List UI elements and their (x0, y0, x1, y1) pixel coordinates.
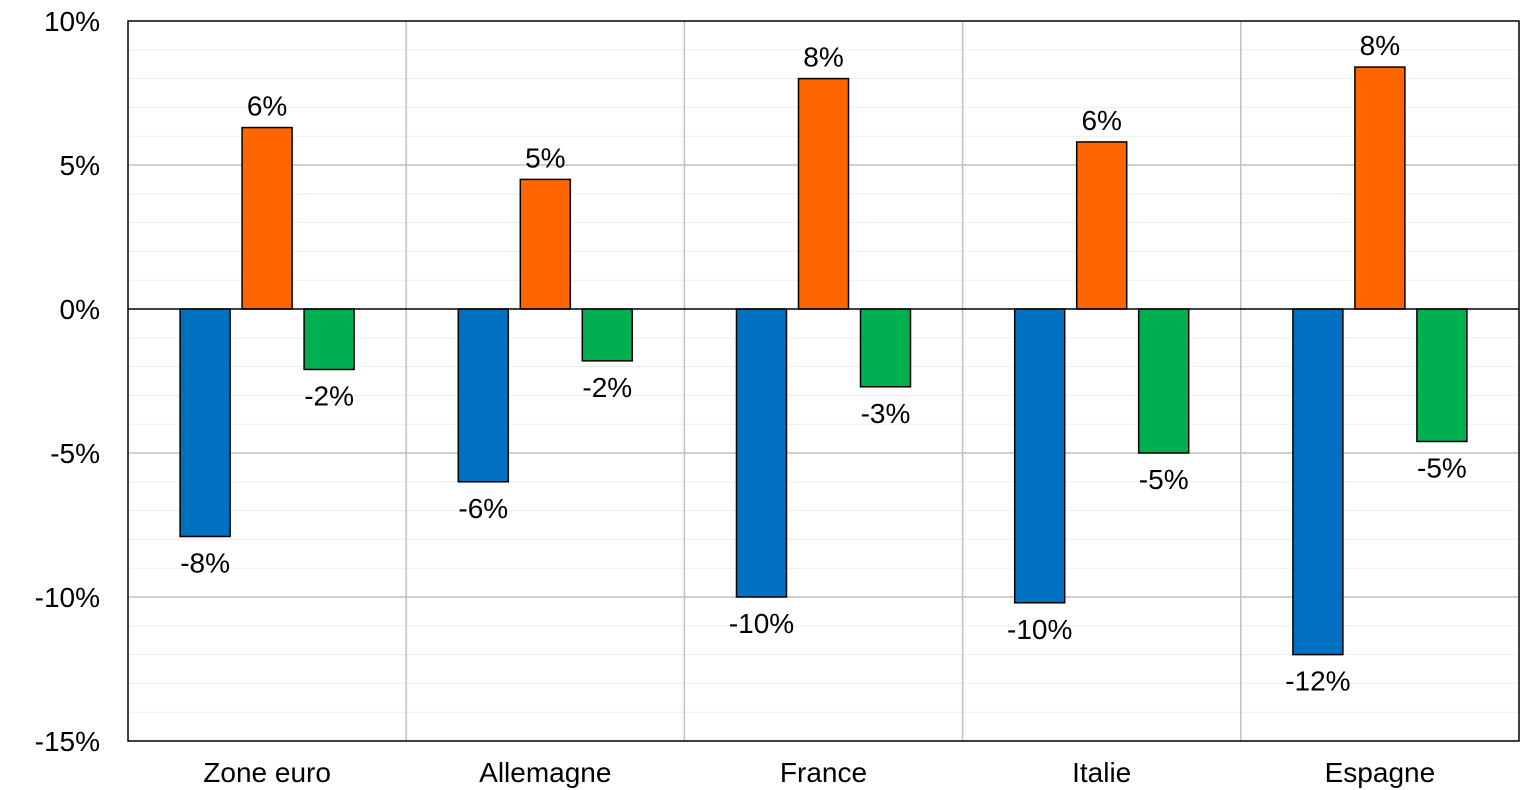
bar (735, 308, 788, 598)
bar (1292, 308, 1344, 656)
data-label: 6% (1081, 105, 1121, 136)
data-label: -2% (582, 372, 632, 403)
bar (1013, 308, 1066, 604)
data-label: 6% (247, 91, 287, 122)
data-label: -5% (1139, 464, 1189, 495)
bar (1416, 308, 1468, 443)
x-tick-label: Allemagne (479, 757, 611, 788)
bar (581, 308, 634, 362)
x-tick-label: France (780, 757, 867, 788)
bar (241, 126, 293, 310)
bar (303, 308, 355, 371)
data-labels: -8% -6% -10% -10% -12% 6% 5% 8% 6% 8% -2% -2% -3% -5%… (180, 30, 1467, 697)
data-label: 5% (525, 142, 565, 173)
data-label: -5% (1417, 452, 1467, 483)
data-label: 8% (803, 42, 843, 73)
bar (859, 308, 912, 388)
y-tick-label: -5% (50, 438, 100, 469)
x-axis-ticks: Zone euro Allemagne France Italie Espagne (203, 757, 1435, 788)
bar (797, 77, 850, 310)
x-tick-label: Espagne (1325, 757, 1436, 788)
data-label: 8% (1360, 30, 1400, 61)
data-label: -10% (1007, 614, 1072, 645)
bar (457, 308, 510, 483)
y-tick-label: 10% (44, 6, 100, 37)
data-label: -12% (1285, 666, 1350, 697)
data-label: -3% (861, 398, 911, 429)
y-tick-label: -10% (35, 582, 100, 613)
y-tick-label: 5% (60, 150, 100, 181)
x-tick-label: Zone euro (203, 757, 331, 788)
y-tick-label: -15% (35, 726, 100, 757)
bar (519, 178, 572, 310)
bar (179, 308, 231, 538)
bars (179, 66, 1468, 656)
bar (1137, 308, 1190, 454)
bar (1354, 66, 1406, 310)
data-label: -2% (304, 380, 354, 411)
plot-area-border (127, 20, 1520, 742)
data-label: -8% (180, 548, 230, 579)
major-gridlines (128, 21, 1519, 741)
data-label: -10% (729, 608, 794, 639)
y-tick-label: 0% (60, 294, 100, 325)
x-tick-label: Italie (1072, 757, 1131, 788)
bar (1075, 141, 1128, 310)
data-label: -6% (458, 493, 508, 524)
y-axis-ticks: 10% 5% 0% -5% -10% -15% (35, 6, 100, 757)
